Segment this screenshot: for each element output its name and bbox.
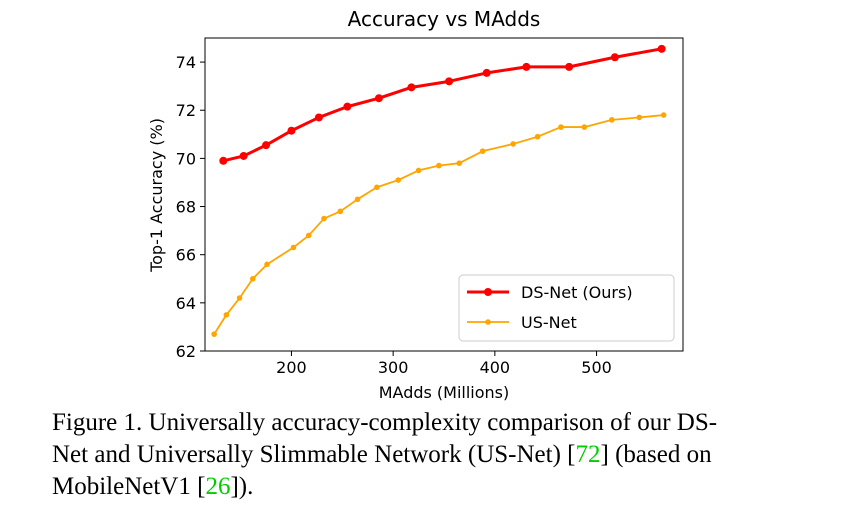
data-point-ds-net — [343, 102, 352, 111]
data-point-ds-net — [610, 53, 619, 62]
data-point-us-net — [290, 244, 297, 251]
x-axis-label: MAdds (Millions) — [379, 383, 510, 402]
y-axis-label: Top-1 Accuracy (%) — [147, 118, 166, 273]
data-point-ds-net — [522, 62, 531, 71]
plot-frame — [204, 37, 684, 352]
y-tick-label: 64 — [176, 294, 196, 313]
data-point-ds-net — [239, 151, 248, 160]
data-point-us-net — [321, 215, 327, 222]
axis-ticks: 200 300 400 500 62 64 66 68 70 72 74 — [176, 53, 612, 377]
legend-label-us-net: US-Net — [521, 313, 577, 332]
data-point-us-net — [558, 124, 564, 130]
data-point-us-net — [534, 133, 541, 140]
data-point-ds-net — [445, 77, 454, 86]
data-point-us-net — [510, 141, 516, 147]
legend-label-ds-net: DS-Net (Ours) — [521, 283, 633, 302]
data-point-ds-net — [287, 126, 296, 135]
series-lines — [211, 44, 667, 337]
data-point-ds-net — [482, 68, 491, 77]
data-point-us-net — [660, 112, 667, 118]
y-tick-label: 62 — [176, 342, 196, 361]
data-point-ds-net — [219, 156, 228, 165]
caption-text: ]). — [230, 473, 254, 500]
y-tick-label: 72 — [176, 101, 196, 120]
chart-title: Accuracy vs MAdds — [348, 7, 541, 31]
data-point-us-net — [415, 167, 422, 174]
data-point-us-net — [636, 114, 643, 121]
y-tick-label: 70 — [176, 149, 196, 168]
legend-marker-us-net — [485, 319, 491, 325]
data-point-us-net — [223, 312, 230, 318]
x-tick-label: 200 — [276, 358, 307, 377]
y-tick-label: 74 — [176, 53, 196, 72]
caption-line-1: Figure 1. Universally accuracy-complexit… — [52, 409, 718, 436]
x-tick-label: 400 — [480, 358, 511, 377]
data-point-us-net — [436, 162, 442, 169]
data-point-us-net — [479, 148, 486, 154]
figure-caption: Figure 1. Universally accuracy-complexit… — [52, 407, 822, 503]
data-point-us-net — [354, 196, 361, 203]
data-point-us-net — [250, 275, 256, 282]
legend-marker-ds-net — [484, 288, 492, 296]
caption-line-2: Net and Universally Slimmable Network (U… — [52, 439, 822, 471]
citation-link-26[interactable]: 26 — [205, 473, 231, 500]
chart: Accuracy vs MAdds 200 300 400 500 62 64 66 68 70… — [147, 7, 684, 402]
legend-box — [458, 274, 675, 342]
data-point-us-net — [374, 184, 380, 191]
data-point-us-net — [236, 295, 243, 301]
caption-text: Net and Universally Slimmable Network (U… — [52, 441, 576, 468]
data-point-us-net — [609, 117, 615, 123]
data-point-us-net — [264, 261, 270, 268]
caption-line-3: MobileNetV1 [26]). — [52, 471, 822, 503]
y-tick-label: 68 — [176, 198, 196, 217]
data-point-us-net — [581, 124, 588, 130]
data-point-us-net — [305, 232, 312, 239]
citation-link-72[interactable]: 72 — [575, 441, 601, 468]
legend: DS-Net (Ours) US-Net — [458, 274, 675, 342]
data-point-us-net — [211, 331, 217, 337]
data-point-us-net — [395, 177, 402, 183]
data-point-us-net — [337, 208, 344, 215]
series-line-ds-net — [222, 47, 662, 163]
x-tick-label: 300 — [378, 358, 409, 377]
data-point-us-net — [456, 160, 463, 166]
caption-text: MobileNetV1 [ — [52, 473, 206, 500]
data-point-ds-net — [374, 94, 383, 103]
data-point-ds-net — [565, 62, 574, 71]
x-tick-label: 500 — [581, 358, 612, 377]
data-point-ds-net — [657, 44, 666, 53]
data-point-ds-net — [407, 83, 416, 92]
data-point-ds-net — [314, 113, 323, 122]
data-point-ds-net — [262, 141, 271, 150]
caption-text: ] (based on — [600, 441, 712, 468]
y-tick-label: 66 — [176, 246, 196, 265]
